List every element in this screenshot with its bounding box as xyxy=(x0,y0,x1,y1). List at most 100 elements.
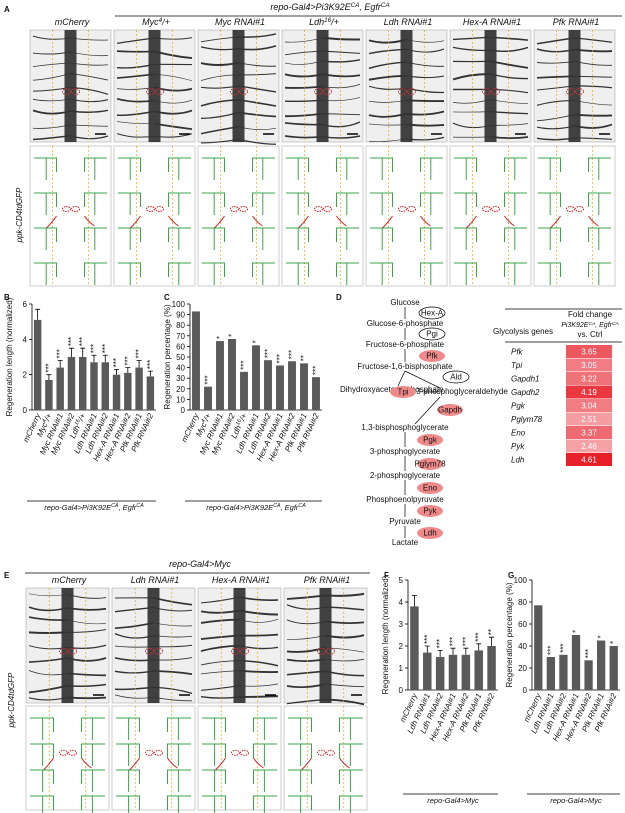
neuron-branch xyxy=(154,50,193,60)
neuron-branch xyxy=(200,596,240,604)
neuron-branch xyxy=(200,634,240,641)
tracing-panel xyxy=(197,705,282,811)
bar xyxy=(461,654,471,690)
neuron-branch xyxy=(322,50,361,54)
y-tick-label: 100 xyxy=(172,300,186,309)
neuron-branch xyxy=(322,97,361,102)
text-segment: Hex-A RNAi#1 xyxy=(463,17,521,27)
text-segment: repo-Gal4>Pi3K92E xyxy=(206,503,274,512)
neuron-branch xyxy=(452,46,491,52)
dendrite-trace xyxy=(288,743,363,766)
neuron-branch xyxy=(28,670,68,676)
metabolite: 1,3-bisphosphoglycerate xyxy=(361,423,449,432)
neuron-branch xyxy=(114,606,154,613)
bar xyxy=(33,319,42,410)
error-bar xyxy=(125,367,131,373)
neuron-branch xyxy=(452,122,491,129)
neuron-branch xyxy=(32,124,71,129)
fold-value: 2.46 xyxy=(581,442,597,451)
injury-site xyxy=(491,88,500,96)
neuron-branch xyxy=(536,60,575,64)
injury-site xyxy=(230,88,239,96)
row-label: ppk-CD4tdGFP xyxy=(15,187,24,243)
text-segment: /+ xyxy=(201,412,213,423)
neuron-branch xyxy=(153,596,193,606)
table-header: Fold change xyxy=(568,310,613,319)
y-tick-label: 2 xyxy=(399,642,404,651)
enzyme-label: Pfk xyxy=(426,352,439,361)
injury-site xyxy=(68,749,77,756)
neuron-branch xyxy=(406,48,445,53)
enzyme-node xyxy=(417,458,443,470)
neuron-branch xyxy=(32,35,71,40)
neuron-branch xyxy=(154,109,193,115)
significance: *** xyxy=(146,360,155,369)
neuron-branch xyxy=(284,99,323,102)
bar xyxy=(571,635,581,690)
row-label: ppk-CD4tdGFP xyxy=(7,672,16,728)
fold-cell xyxy=(566,385,612,399)
dendrite-trace xyxy=(30,743,105,766)
gene-name: Pglym78 xyxy=(511,415,543,424)
injury-site xyxy=(145,647,154,655)
neuron-branch xyxy=(28,657,68,663)
neuron-branch xyxy=(574,123,613,129)
error-bar xyxy=(136,360,142,368)
bar xyxy=(584,660,593,690)
dendrite-trace xyxy=(34,262,107,285)
injury-site xyxy=(317,749,326,756)
significance: *** xyxy=(204,375,213,384)
enzyme-node xyxy=(417,505,443,517)
significance: * xyxy=(572,630,581,633)
neuron-branch xyxy=(406,75,445,79)
neuron-branch xyxy=(239,609,279,616)
text-segment: 16 xyxy=(74,418,82,427)
neuron-branch xyxy=(116,110,155,117)
enzyme-label: Pglym78 xyxy=(414,460,446,469)
error-bar xyxy=(424,645,430,653)
neuron-branch xyxy=(406,136,445,141)
neuron-branch xyxy=(239,618,279,623)
neuron-branch xyxy=(32,98,71,102)
text-segment: Ldh RNAi#1 xyxy=(384,17,433,27)
neuron-branch xyxy=(200,85,239,89)
injury-site xyxy=(239,88,248,96)
bar xyxy=(146,376,155,410)
text-segment: mCherry xyxy=(55,17,90,27)
neuron-branch xyxy=(239,633,279,637)
neuron-branch xyxy=(154,86,193,92)
neuron-branch xyxy=(238,138,277,145)
gene-name: Pgk xyxy=(511,402,526,411)
neuron-branch xyxy=(536,85,575,91)
column-label: Hex-A RNAi#1 xyxy=(463,17,521,27)
y-tick-label: 0 xyxy=(399,686,404,695)
panel-label: B xyxy=(4,293,10,302)
significance: *** xyxy=(288,350,297,359)
neuron-branch xyxy=(368,74,407,81)
error-bar xyxy=(46,374,52,380)
neuron-branch xyxy=(286,698,326,705)
neuron-branch xyxy=(284,73,323,78)
bar xyxy=(79,357,87,410)
neuron-branch xyxy=(116,133,155,138)
tracing-panel xyxy=(533,145,616,287)
neuron-branch xyxy=(114,670,154,674)
dendrite-trace xyxy=(454,262,527,285)
significance: ** xyxy=(487,629,496,635)
error-bar xyxy=(411,595,417,607)
neuron-branch xyxy=(322,59,361,63)
tracing-panel xyxy=(111,705,196,811)
neuron-branch xyxy=(286,594,326,600)
neuron-branch xyxy=(368,138,407,142)
enzyme-node xyxy=(390,386,416,398)
gene-name: Gapdh1 xyxy=(511,375,539,384)
error-bar xyxy=(102,354,108,363)
neuron-branch xyxy=(574,137,613,140)
text-segment: /+ xyxy=(161,17,170,27)
injury-site xyxy=(62,88,71,96)
metabolite: 3-phosphoglycerate xyxy=(370,447,441,456)
dendrite-trace xyxy=(538,157,611,180)
regenerating-trace xyxy=(466,215,515,229)
text-segment: mCherry xyxy=(52,575,87,585)
bar xyxy=(56,367,64,410)
